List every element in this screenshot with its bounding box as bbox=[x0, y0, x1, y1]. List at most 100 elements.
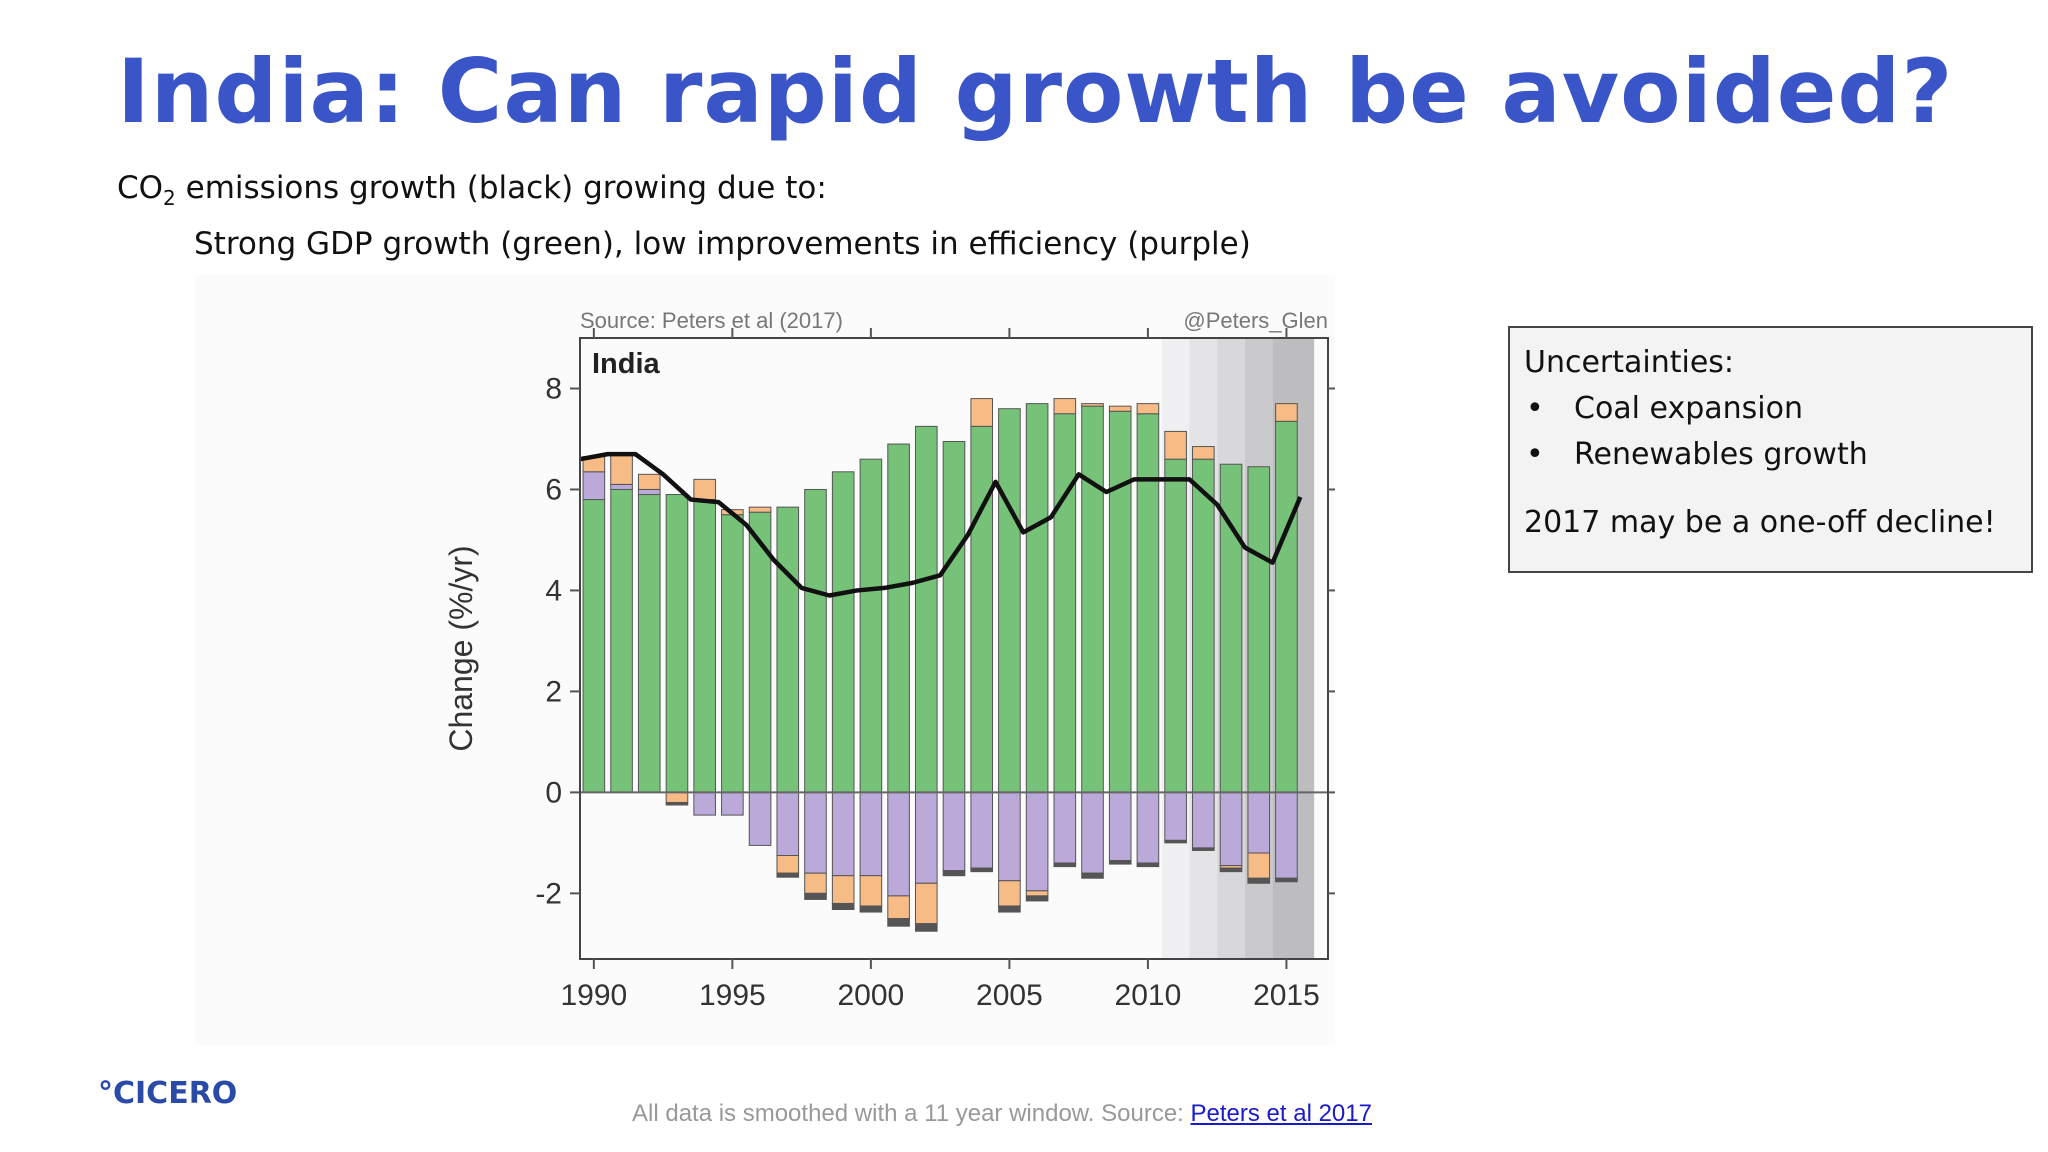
bar-gdp-1994 bbox=[693, 499, 716, 793]
y-tick-label--2: -2 bbox=[535, 877, 562, 910]
subtitle-line-2: Strong GDP growth (green), low improveme… bbox=[194, 226, 1251, 263]
subtitle-line-1: CO2 emissions growth (black) growing due… bbox=[117, 165, 1251, 221]
bar-energy-gdp-2005 bbox=[998, 791, 1021, 882]
co2-line-group bbox=[579, 451, 1303, 598]
bar-cross-2001 bbox=[887, 918, 910, 927]
bar-co2-energy-2015 bbox=[1275, 403, 1298, 422]
bar-energy-gdp-1994 bbox=[693, 791, 716, 816]
bar-cross-1999 bbox=[831, 902, 855, 911]
bar-energy-gdp-1995 bbox=[721, 791, 744, 816]
bar-energy-gdp-1996 bbox=[748, 791, 772, 846]
bar-co2-energy-1991 bbox=[610, 453, 633, 485]
bar-gdp-2007 bbox=[1053, 413, 1077, 793]
bar-energy-gdp-2010 bbox=[1136, 791, 1160, 864]
bar-gdp-2000 bbox=[859, 458, 883, 793]
bar-energy-gdp-1992 bbox=[637, 488, 661, 496]
bar-co2-energy-2006 bbox=[1025, 890, 1049, 897]
bar-co2-energy-2000 bbox=[859, 875, 883, 907]
source-link[interactable]: Peters et al 2017 bbox=[1190, 1100, 1372, 1127]
bar-co2-energy-2012 bbox=[1192, 446, 1215, 460]
bar-co2-energy-1993 bbox=[665, 791, 689, 803]
subtitle-co-text: CO bbox=[117, 170, 164, 206]
bar-cross-1993 bbox=[665, 801, 689, 806]
bar-gdp-1997 bbox=[776, 506, 800, 793]
subtitle-rest-text: emissions growth (black) growing due to: bbox=[175, 170, 827, 206]
bar-gdp-1991 bbox=[610, 488, 633, 793]
bar-gdp-2015 bbox=[1275, 420, 1298, 793]
bar-cross-2013 bbox=[1219, 867, 1243, 873]
bar-gdp-1998 bbox=[804, 488, 827, 793]
uncertainties-note: 2017 may be a one-off decline! bbox=[1524, 505, 1996, 540]
chart-panel: -2 0 2 4 6 8 1990 1995 2000 2005 2010 2015 Change (%… bbox=[195, 275, 1335, 1045]
uncertainties-heading: Uncertainties: bbox=[1524, 345, 1735, 380]
bar-co2-energy-2005 bbox=[998, 880, 1021, 907]
bar-co2-energy-1999 bbox=[831, 875, 855, 904]
bar-cross-2009 bbox=[1108, 860, 1132, 865]
bar-gdp-2004 bbox=[970, 425, 994, 793]
bar-energy-gdp-1998 bbox=[804, 791, 827, 874]
bar-co2-energy-2009 bbox=[1108, 405, 1132, 412]
bar-cross-1998 bbox=[804, 892, 827, 900]
credit-label: @Peters_Glen bbox=[1183, 308, 1328, 333]
bar-cross-2000 bbox=[859, 905, 883, 913]
bar-gdp-2009 bbox=[1108, 410, 1132, 793]
x-tick-label-1995: 1995 bbox=[699, 979, 766, 1012]
bar-energy-gdp-2012 bbox=[1192, 791, 1215, 849]
bar-gdp-1990 bbox=[582, 499, 606, 793]
bar-energy-gdp-2013 bbox=[1219, 791, 1243, 867]
uncertainty-item-coal: Coal expansion bbox=[1524, 386, 2017, 432]
bar-co2-energy-2010 bbox=[1136, 403, 1160, 415]
bar-co2-energy-2007 bbox=[1053, 398, 1077, 415]
y-tick-label-8: 8 bbox=[545, 372, 562, 405]
slide-subtitle: CO2 emissions growth (black) growing due… bbox=[117, 165, 1251, 267]
x-tick-label-2005: 2005 bbox=[976, 979, 1043, 1012]
bar-gdp-2012 bbox=[1192, 458, 1215, 793]
plot-frame bbox=[579, 337, 1329, 960]
bar-co2-energy-2002 bbox=[914, 882, 938, 925]
india-decomposition-chart: -2 0 2 4 6 8 1990 1995 2000 2005 2010 2015 Change (%… bbox=[443, 308, 1335, 1012]
bar-cross-2012 bbox=[1192, 847, 1215, 851]
bar-energy-gdp-2008 bbox=[1081, 791, 1104, 874]
bar-gdp-1992 bbox=[637, 494, 661, 793]
bar-energy-gdp-2006 bbox=[1025, 791, 1049, 892]
uncertainties-box: Uncertainties: Coal expansion Renewables… bbox=[1508, 326, 2033, 573]
bar-gdp-1999 bbox=[831, 471, 855, 793]
panel-title: India bbox=[592, 348, 661, 380]
bar-cross-2006 bbox=[1025, 895, 1049, 902]
bar-energy-gdp-1999 bbox=[831, 791, 855, 877]
bar-co2-energy-1994 bbox=[693, 478, 716, 501]
bar-energy-gdp-2000 bbox=[859, 791, 883, 877]
bar-co2-energy-2014 bbox=[1247, 852, 1271, 879]
bar-gdp-2014 bbox=[1247, 466, 1271, 793]
bar-energy-gdp-2015 bbox=[1275, 791, 1298, 879]
bar-cross-2003 bbox=[942, 870, 966, 877]
bar-energy-gdp-2014 bbox=[1247, 791, 1271, 854]
bar-co2-energy-1997 bbox=[776, 855, 800, 874]
bar-energy-gdp-2004 bbox=[970, 791, 994, 869]
bar-gdp-2005 bbox=[998, 408, 1021, 793]
bar-gdp-2003 bbox=[942, 441, 966, 793]
bar-cross-2010 bbox=[1136, 862, 1160, 868]
bar-gdp-2008 bbox=[1081, 405, 1104, 793]
bar-energy-gdp-1997 bbox=[776, 791, 800, 857]
bar-energy-gdp-1991 bbox=[610, 483, 633, 490]
chart-axes bbox=[570, 328, 1335, 969]
uncertainty-item-renewables: Renewables growth bbox=[1524, 432, 2017, 478]
chart-labels: -2 0 2 4 6 8 1990 1995 2000 2005 2010 2015 Change (%… bbox=[443, 308, 1328, 1012]
x-tick-label-2010: 2010 bbox=[1115, 979, 1182, 1012]
bar-co2-energy-2008 bbox=[1081, 403, 1104, 407]
bar-cross-2002 bbox=[914, 923, 938, 932]
bar-gdp-2006 bbox=[1025, 403, 1049, 793]
footer-note: All data is smoothed with a 11 year wind… bbox=[632, 1100, 1372, 1128]
bar-energy-gdp-2001 bbox=[887, 791, 910, 897]
bar-energy-gdp-1990 bbox=[582, 471, 606, 501]
bar-co2-energy-2001 bbox=[887, 895, 910, 920]
bar-gdp-2010 bbox=[1136, 413, 1160, 793]
cicero-logo: °CICERO bbox=[98, 1076, 238, 1111]
bar-cross-2011 bbox=[1164, 839, 1187, 844]
bar-energy-gdp-2003 bbox=[942, 791, 966, 872]
bar-cross-2005 bbox=[998, 905, 1021, 913]
slide-title: India: Can rapid growth be avoided? bbox=[117, 40, 1954, 143]
bar-gdp-2001 bbox=[887, 443, 910, 793]
y-axis-label: Change (%/yr) bbox=[443, 545, 479, 751]
